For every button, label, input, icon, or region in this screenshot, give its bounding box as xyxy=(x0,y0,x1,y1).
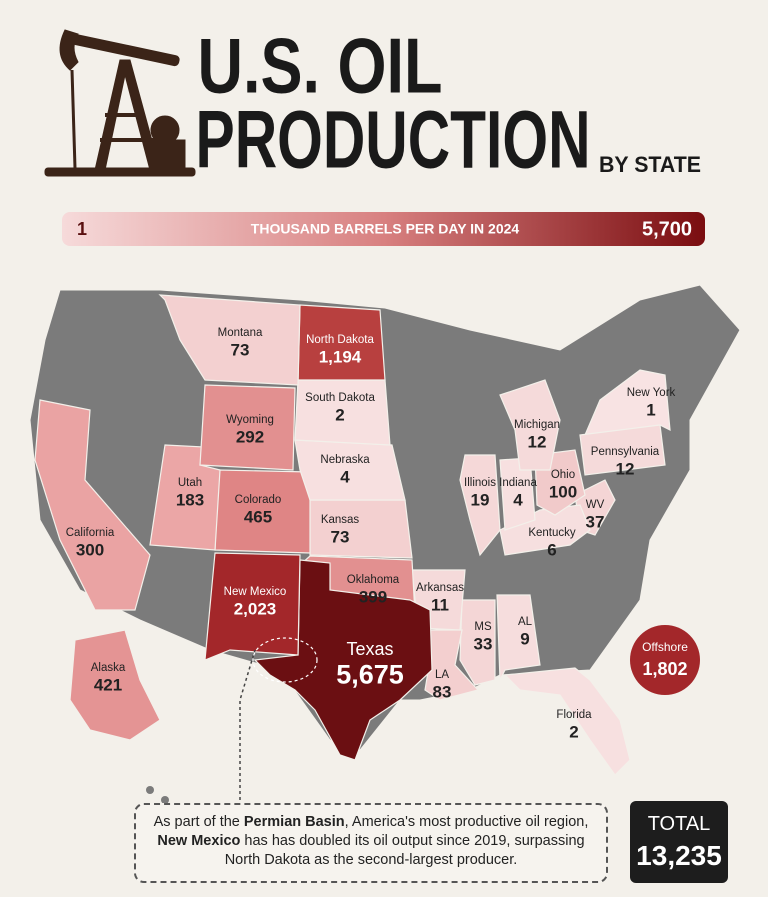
state-shape xyxy=(496,594,541,681)
annotation-text: has has doubled its oil output since 201… xyxy=(224,833,585,868)
state-name: Montana xyxy=(218,327,263,339)
state-shape xyxy=(294,439,406,501)
state-value: 1,194 xyxy=(319,348,362,367)
state-value: 12 xyxy=(616,460,635,479)
state-value: 4 xyxy=(340,468,350,487)
offshore-circle xyxy=(630,625,700,695)
total-box: TOTAL 13,235 xyxy=(630,801,728,883)
state-shape xyxy=(499,379,561,471)
state-value: 5,675 xyxy=(336,660,404,690)
state-name: Arkansas xyxy=(416,582,464,594)
offshore-value: 1,802 xyxy=(642,659,687,679)
state-value: 100 xyxy=(549,483,577,502)
state-shape xyxy=(499,504,591,556)
state-value: 2 xyxy=(335,406,344,425)
state-name: AL xyxy=(518,616,533,628)
state-value: 1 xyxy=(646,401,655,420)
annotation-bold: Permian Basin xyxy=(243,814,345,830)
state-name: New York xyxy=(627,387,676,399)
offshore-name: Offshore xyxy=(642,640,688,654)
state-value: 465 xyxy=(244,508,272,527)
state-value: 73 xyxy=(231,341,250,360)
leader-line xyxy=(239,649,256,800)
state-name: California xyxy=(66,527,115,539)
annotation-text: As part of the xyxy=(153,814,244,830)
state-value: 2 xyxy=(569,723,578,742)
state-shape xyxy=(204,552,301,661)
state-value: 292 xyxy=(236,428,264,447)
state-shape xyxy=(158,294,301,386)
state-value: 421 xyxy=(94,676,122,695)
title-line-1: U.S. OIL xyxy=(198,22,443,110)
legend-caption: THOUSAND BARRELS PER DAY IN 2024 xyxy=(251,221,520,237)
permian-outline xyxy=(252,637,318,683)
state-value: 4 xyxy=(513,491,523,510)
state-name: Illinois xyxy=(464,477,496,489)
state-value: 9 xyxy=(520,630,529,649)
state-shape xyxy=(459,454,501,557)
state-name: Kentucky xyxy=(528,527,576,539)
state-name: Alaska xyxy=(91,662,126,674)
state-shape xyxy=(503,667,631,776)
state-value: 73 xyxy=(331,528,350,547)
legend-min: 1 xyxy=(77,219,87,239)
state-name: South Dakota xyxy=(305,392,375,404)
state-shape xyxy=(309,499,413,559)
pumpjack-icon xyxy=(44,29,196,177)
state-name: Ohio xyxy=(551,469,575,481)
state-value: 2,023 xyxy=(234,600,277,619)
state-name: MS xyxy=(474,621,492,633)
legend-bar xyxy=(62,212,705,246)
state-value: 183 xyxy=(176,491,204,510)
state-value: 37 xyxy=(586,513,605,532)
state-name: Wyoming xyxy=(226,414,274,426)
state-shape xyxy=(69,629,161,741)
state-value: 6 xyxy=(547,541,556,560)
total-value: 13,235 xyxy=(636,840,722,871)
state-shape xyxy=(459,599,496,686)
state-name: Utah xyxy=(178,477,202,489)
state-value: 399 xyxy=(359,588,387,607)
subtitle: BY STATE xyxy=(599,152,701,177)
state-name: LA xyxy=(435,669,449,681)
state-value: 33 xyxy=(474,635,493,654)
state-name: Indiana xyxy=(499,477,537,489)
annotation-text: , America's most productive oil region, xyxy=(344,814,589,830)
state-shape xyxy=(34,399,151,611)
annotation-bold: New Mexico xyxy=(157,833,241,849)
legend-max: 5,700 xyxy=(642,218,692,240)
state-name: Florida xyxy=(556,709,592,721)
state-name: WV xyxy=(586,499,605,511)
total-label: TOTAL xyxy=(647,813,711,835)
annotation: As part of the Permian Basin, America's … xyxy=(134,803,608,883)
state-name: New Mexico xyxy=(224,586,287,598)
state-value: 11 xyxy=(431,596,449,615)
state-name: Colorado xyxy=(235,494,282,506)
state-name: Nebraska xyxy=(320,454,370,466)
state-name: Pennsylvania xyxy=(591,446,660,458)
state-shape xyxy=(199,384,296,471)
state-value: 19 xyxy=(471,491,490,510)
state-name: Kansas xyxy=(321,514,360,526)
state-name: North Dakota xyxy=(306,334,374,346)
state-name: Oklahoma xyxy=(347,574,400,586)
state-value: 300 xyxy=(76,541,104,560)
state-value: 83 xyxy=(433,683,452,702)
state-value: 12 xyxy=(528,433,547,452)
state-shape xyxy=(579,424,666,476)
title-line-2: PRODUCTION xyxy=(196,95,591,186)
state-name: Texas xyxy=(346,639,393,659)
state-name: Michigan xyxy=(514,419,560,431)
